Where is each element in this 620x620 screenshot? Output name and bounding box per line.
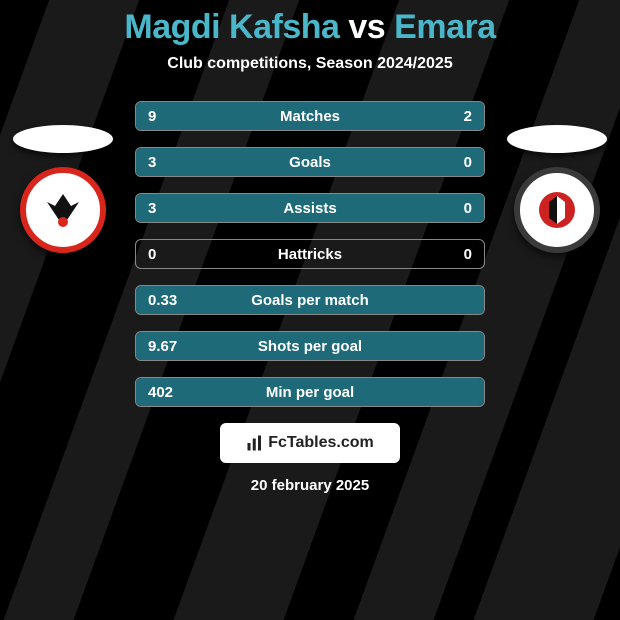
stat-row: 402Min per goal <box>135 377 485 407</box>
stat-row: 9.67Shots per goal <box>135 331 485 361</box>
stat-label: Matches <box>136 108 484 125</box>
stat-row: 0.33Goals per match <box>135 285 485 315</box>
stat-row: 00Hattricks <box>135 239 485 269</box>
club-crest-icon <box>535 188 579 232</box>
player1-silhouette <box>13 125 113 153</box>
stat-label: Min per goal <box>136 384 484 401</box>
stats-container: 92Matches 30Goals 30Assists 00Hattricks 0.33… <box>135 101 485 407</box>
stat-label: Assists <box>136 200 484 217</box>
stat-row: 30Assists <box>135 193 485 223</box>
stat-label: Hattricks <box>136 246 484 263</box>
subtitle: Club competitions, Season 2024/2025 <box>0 55 620 73</box>
player1-name: Magdi Kafsha <box>124 8 339 46</box>
player2-club-badge <box>514 167 600 253</box>
stat-label: Shots per goal <box>136 338 484 355</box>
player2-name: Emara <box>394 8 495 46</box>
stat-row: 92Matches <box>135 101 485 131</box>
bar-chart-icon <box>246 434 264 452</box>
eagle-icon <box>41 188 85 232</box>
stat-label: Goals <box>136 154 484 171</box>
title-vs: vs <box>348 8 385 46</box>
player2-badge-wrap <box>502 125 612 253</box>
stat-row: 30Goals <box>135 147 485 177</box>
stat-label: Goals per match <box>136 292 484 309</box>
site-name: FcTables.com <box>268 434 374 452</box>
site-logo[interactable]: FcTables.com <box>220 423 400 463</box>
player1-club-badge <box>20 167 106 253</box>
date-label: 20 february 2025 <box>0 477 620 494</box>
page-title: Magdi Kafsha vs Emara <box>0 0 620 47</box>
player2-silhouette <box>507 125 607 153</box>
player1-badge-wrap <box>8 125 118 253</box>
